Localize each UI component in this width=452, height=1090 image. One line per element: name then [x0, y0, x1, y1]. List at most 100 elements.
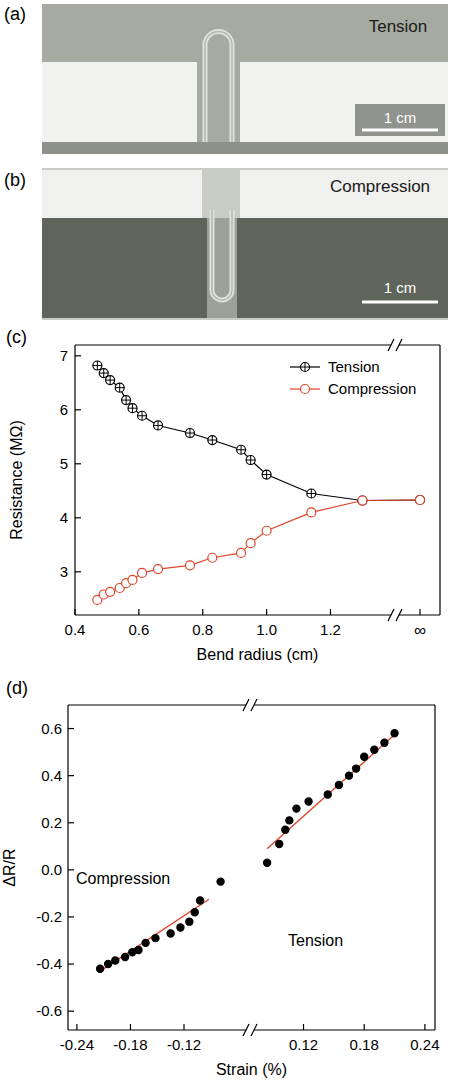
marker-circle	[358, 496, 367, 505]
marker-circle	[358, 496, 367, 505]
scale-bar	[362, 129, 438, 132]
tick-label: 7	[60, 347, 68, 364]
marker-circle	[237, 548, 246, 557]
photo-label: Compression	[330, 177, 430, 196]
data-point	[237, 548, 246, 557]
data-point	[305, 798, 312, 805]
axis-break	[396, 339, 402, 351]
marker-circle	[371, 746, 378, 753]
marker-circle	[154, 421, 163, 430]
photo-background	[42, 168, 448, 320]
series-line	[97, 501, 362, 600]
axis-break	[396, 609, 402, 621]
tick-mark	[75, 517, 81, 518]
data-point	[335, 781, 342, 788]
tick-label: 0.2	[41, 814, 62, 831]
data-point	[262, 470, 271, 479]
marker-circle	[293, 805, 300, 812]
annotation: Compression	[76, 870, 170, 887]
marker-circle	[301, 363, 310, 372]
frame-line	[434, 705, 435, 1030]
data-point	[122, 396, 131, 405]
tick-mark	[68, 869, 74, 870]
data-point	[138, 411, 147, 420]
scale-bar-patch	[355, 104, 445, 136]
marker-circle	[142, 939, 149, 946]
marker-circle	[115, 383, 124, 392]
marker-circle	[335, 781, 342, 788]
tick-label: -0.4	[36, 955, 62, 972]
marker-circle	[361, 753, 368, 760]
tick-mark	[75, 571, 81, 572]
data-point	[135, 946, 142, 953]
chart-d: -0.24-0.18-0.120.120.180.24-0.6-0.4-0.20…	[1, 678, 439, 1078]
tick-mark	[130, 1024, 131, 1030]
marker-circle	[307, 489, 316, 498]
frame-line	[68, 704, 246, 705]
tick-mark	[75, 355, 81, 356]
tick-label: 5	[60, 455, 68, 472]
plot-area	[97, 730, 399, 973]
marker-circle	[246, 539, 255, 548]
tick-label: 0.4	[65, 621, 86, 638]
marker-circle	[353, 765, 360, 772]
marker-circle	[191, 909, 198, 916]
frame-line	[254, 704, 435, 705]
series-line	[97, 366, 362, 501]
data-point	[115, 383, 124, 392]
data-point	[128, 404, 137, 413]
axis-break	[388, 609, 394, 621]
data-point	[154, 565, 163, 574]
data-point	[142, 939, 149, 946]
marker-circle	[307, 508, 316, 517]
axis-break	[243, 699, 249, 711]
marker-circle	[305, 798, 312, 805]
data-point	[106, 587, 115, 596]
axis-line	[75, 614, 391, 615]
marker-circle	[186, 918, 193, 925]
fit-line	[267, 732, 397, 849]
tick-label: 0.6	[41, 720, 62, 737]
legend-marker	[301, 363, 310, 372]
marker-circle	[122, 396, 131, 405]
marker-circle	[93, 361, 102, 370]
marker-plus	[126, 396, 127, 405]
marker-circle	[196, 897, 203, 904]
marker-plus	[266, 470, 267, 479]
tick-label: 0.24	[410, 1036, 439, 1053]
frame-line	[75, 344, 391, 345]
data-point	[106, 376, 115, 385]
legend-marker	[301, 385, 310, 394]
scale-bar-label: 1 cm	[384, 109, 417, 126]
tick-label: 4	[60, 509, 68, 526]
marker-circle	[138, 568, 147, 577]
tick-label: -0.18	[113, 1036, 147, 1053]
data-point	[196, 897, 203, 904]
tick-mark	[68, 1011, 74, 1012]
axis-break	[251, 1024, 257, 1036]
panel-letter: (d)	[6, 678, 28, 698]
marker-circle	[106, 376, 115, 385]
tick-label: 0.8	[192, 621, 213, 638]
data-point	[208, 436, 217, 445]
foam-block	[42, 170, 202, 218]
marker-circle	[154, 565, 163, 574]
marker-plus	[158, 421, 159, 430]
tick-mark	[68, 728, 74, 729]
data-point	[324, 791, 331, 798]
tick-label: 0.4	[41, 767, 62, 784]
holder-block	[237, 218, 448, 318]
data-point	[282, 826, 289, 833]
data-point	[286, 817, 293, 824]
data-point	[293, 805, 300, 812]
marker-plus	[212, 436, 213, 445]
marker-circle	[246, 456, 255, 465]
panel-letter: (c)	[6, 327, 27, 347]
data-point	[361, 753, 368, 760]
chart-c: 0.40.60.81.01.2∞34567Bend radius (cm)Res…	[6, 327, 440, 663]
data-point	[264, 859, 271, 866]
photo-label: Tension	[369, 17, 428, 36]
data-point	[186, 918, 193, 925]
data-point	[217, 878, 224, 885]
data-point	[416, 495, 425, 504]
